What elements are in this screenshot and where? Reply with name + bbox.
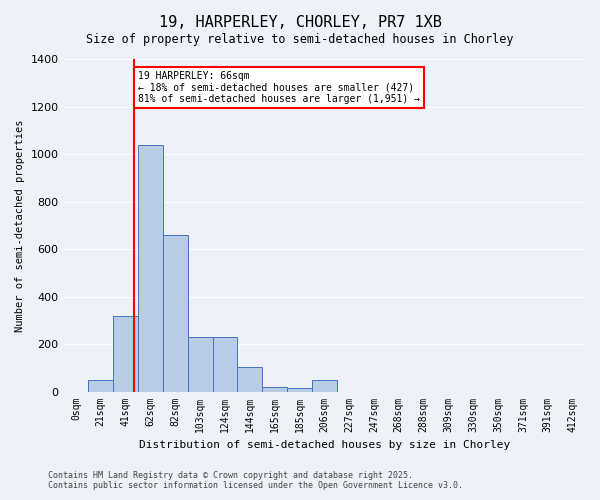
Bar: [163, 235, 188, 392]
Bar: [262, 387, 287, 392]
Bar: [188, 337, 212, 392]
Text: 19, HARPERLEY, CHORLEY, PR7 1XB: 19, HARPERLEY, CHORLEY, PR7 1XB: [158, 15, 442, 30]
Bar: [88, 380, 113, 392]
Bar: [312, 380, 337, 392]
Y-axis label: Number of semi-detached properties: Number of semi-detached properties: [15, 119, 25, 332]
Bar: [138, 144, 163, 392]
Text: Contains HM Land Registry data © Crown copyright and database right 2025.
Contai: Contains HM Land Registry data © Crown c…: [48, 470, 463, 490]
Text: Size of property relative to semi-detached houses in Chorley: Size of property relative to semi-detach…: [86, 32, 514, 46]
X-axis label: Distribution of semi-detached houses by size in Chorley: Distribution of semi-detached houses by …: [139, 440, 510, 450]
Bar: [113, 316, 138, 392]
Bar: [287, 388, 312, 392]
Bar: [238, 366, 262, 392]
Text: 19 HARPERLEY: 66sqm
← 18% of semi-detached houses are smaller (427)
81% of semi-: 19 HARPERLEY: 66sqm ← 18% of semi-detach…: [138, 71, 420, 104]
Bar: [212, 337, 238, 392]
